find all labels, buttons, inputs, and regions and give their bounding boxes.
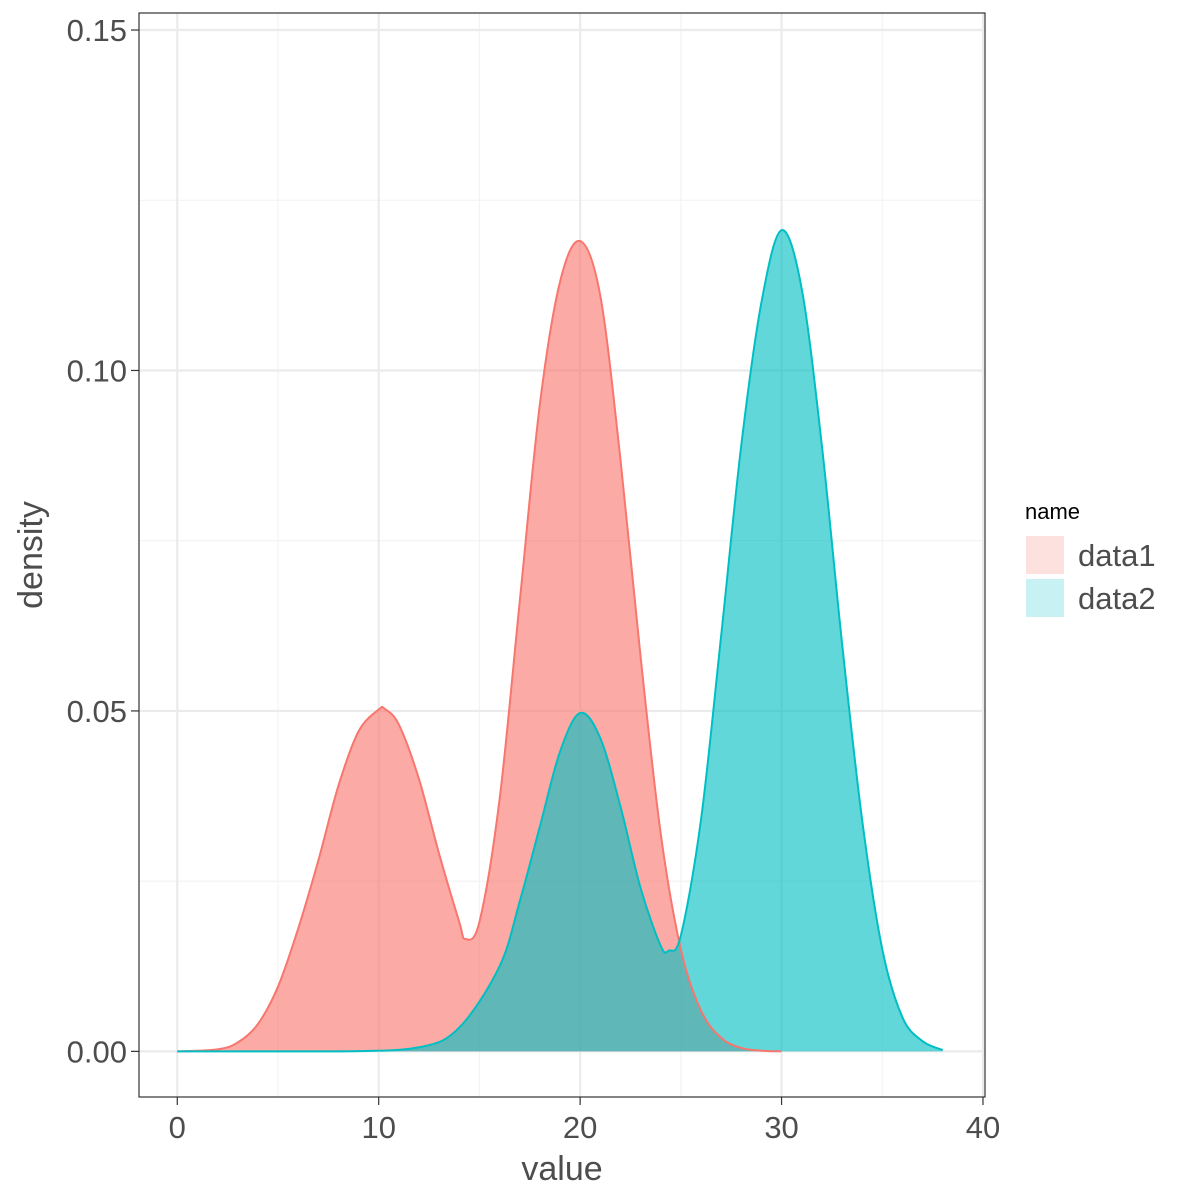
y-tick-label: 0.10 [67,353,127,388]
x-axis-title: value [521,1150,602,1188]
x-tick-label: 0 [169,1110,186,1145]
density-line-data2 [177,229,944,1053]
panel-border [138,12,986,1098]
y-tick-label: 0.00 [67,1034,127,1069]
legend: name data1 data2 [1025,499,1156,617]
legend-title: name [1025,499,1080,524]
legend-items: data1 data2 [1026,536,1156,617]
legend-key-data1 [1026,536,1064,574]
x-tick-label: 10 [361,1110,395,1145]
density-line-data1 [177,240,782,1053]
legend-key-data2 [1026,579,1064,617]
y-axis-ticks: 0.00 0.05 0.10 0.15 [67,13,139,1069]
x-tick-label: 30 [764,1110,798,1145]
x-tick-label: 20 [563,1110,597,1145]
x-tick-label: 40 [966,1110,1000,1145]
legend-label-data2: data2 [1078,581,1156,616]
y-tick-label: 0.15 [67,13,127,48]
x-axis-ticks: 0 10 20 30 40 [169,1097,1000,1145]
density-lines [177,229,944,1053]
density-areas [177,230,943,1052]
density-area-data2 [177,230,943,1052]
y-axis-title: density [12,501,50,609]
legend-label-data1: data1 [1078,538,1156,573]
y-tick-label: 0.05 [67,694,127,729]
